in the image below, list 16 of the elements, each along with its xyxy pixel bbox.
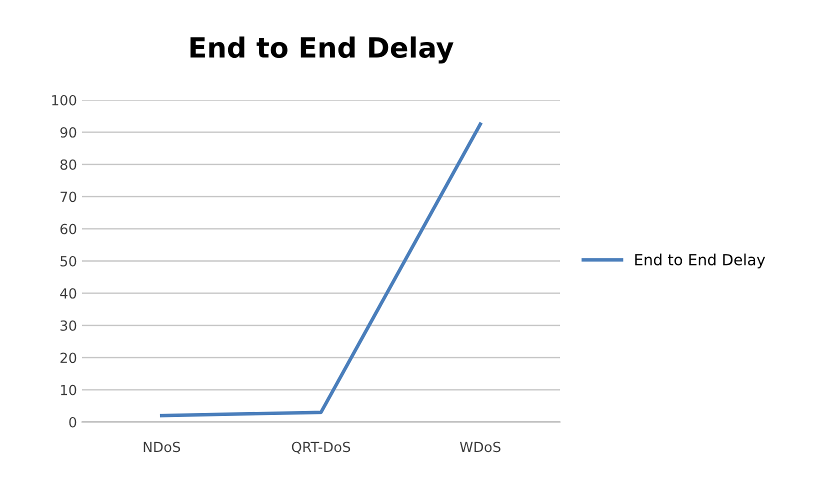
x-tick-label: NDoS xyxy=(144,442,180,452)
legend-label: End to End Delay xyxy=(635,254,766,268)
y-tick-label: 0 xyxy=(69,416,76,428)
y-tick-label: 30 xyxy=(60,320,76,331)
x-tick-label: QRT-DoS xyxy=(292,442,350,454)
chart-title: End to End Delay xyxy=(190,36,454,64)
y-tick-label: 60 xyxy=(60,224,76,234)
y-tick-label: 50 xyxy=(60,256,76,266)
y-tick-label: 40 xyxy=(60,288,76,299)
y-tick-label: 90 xyxy=(60,127,76,138)
y-tick-label: 10 xyxy=(60,384,76,396)
x-tick-label: WDoS xyxy=(460,442,500,452)
y-tick-label: 80 xyxy=(60,159,76,170)
y-tick-label: 100 xyxy=(52,94,76,106)
y-tick-label: 20 xyxy=(60,352,76,364)
y-tick-label: 70 xyxy=(60,192,76,202)
